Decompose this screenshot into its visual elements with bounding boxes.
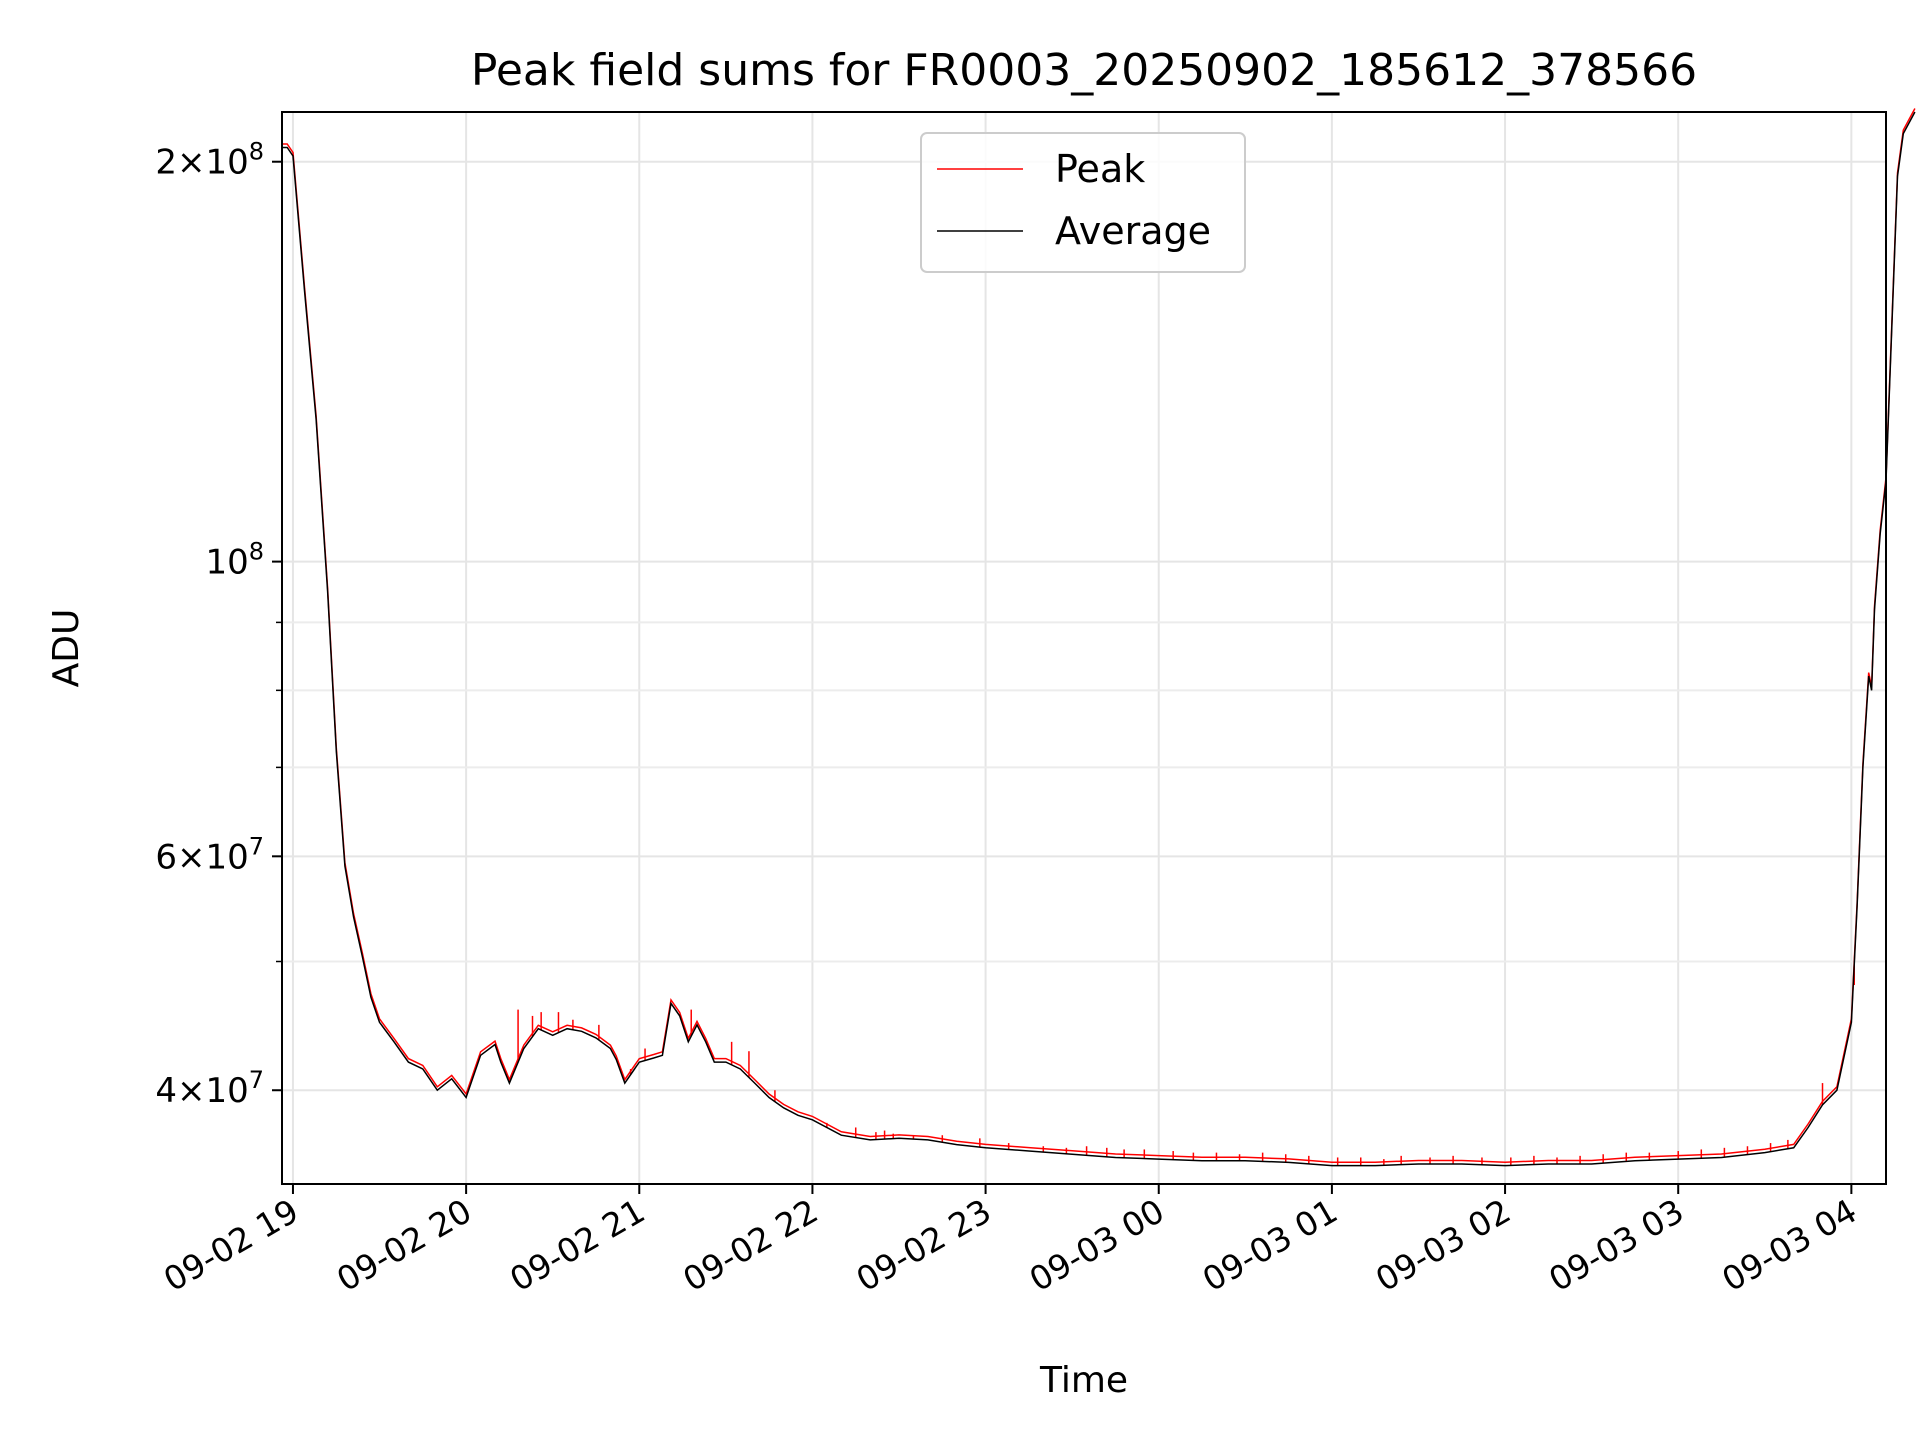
y-tick-label: 2×108 [155, 138, 264, 183]
legend: Peak Average [920, 132, 1246, 273]
legend-box [920, 132, 1246, 273]
y-axis: 4×107 6×107 108 2×108 [155, 138, 282, 1111]
y-axis-label: ADU [46, 609, 87, 688]
legend-label-average: Average [1055, 209, 1211, 253]
y-tick-label: 6×107 [155, 832, 264, 877]
chart-title: Peak field sums for FR0003_20250902_1856… [471, 45, 1697, 96]
series-layer [282, 108, 1916, 1167]
y-tick-label: 4×107 [155, 1066, 264, 1111]
x-axis-label: Time [1039, 1360, 1128, 1401]
series-line-peak [282, 108, 1916, 1163]
y-tick-label: 108 [205, 538, 264, 583]
series-line-average [282, 111, 1916, 1167]
legend-label-peak: Peak [1055, 147, 1145, 191]
plot-frame [281, 111, 1887, 1185]
